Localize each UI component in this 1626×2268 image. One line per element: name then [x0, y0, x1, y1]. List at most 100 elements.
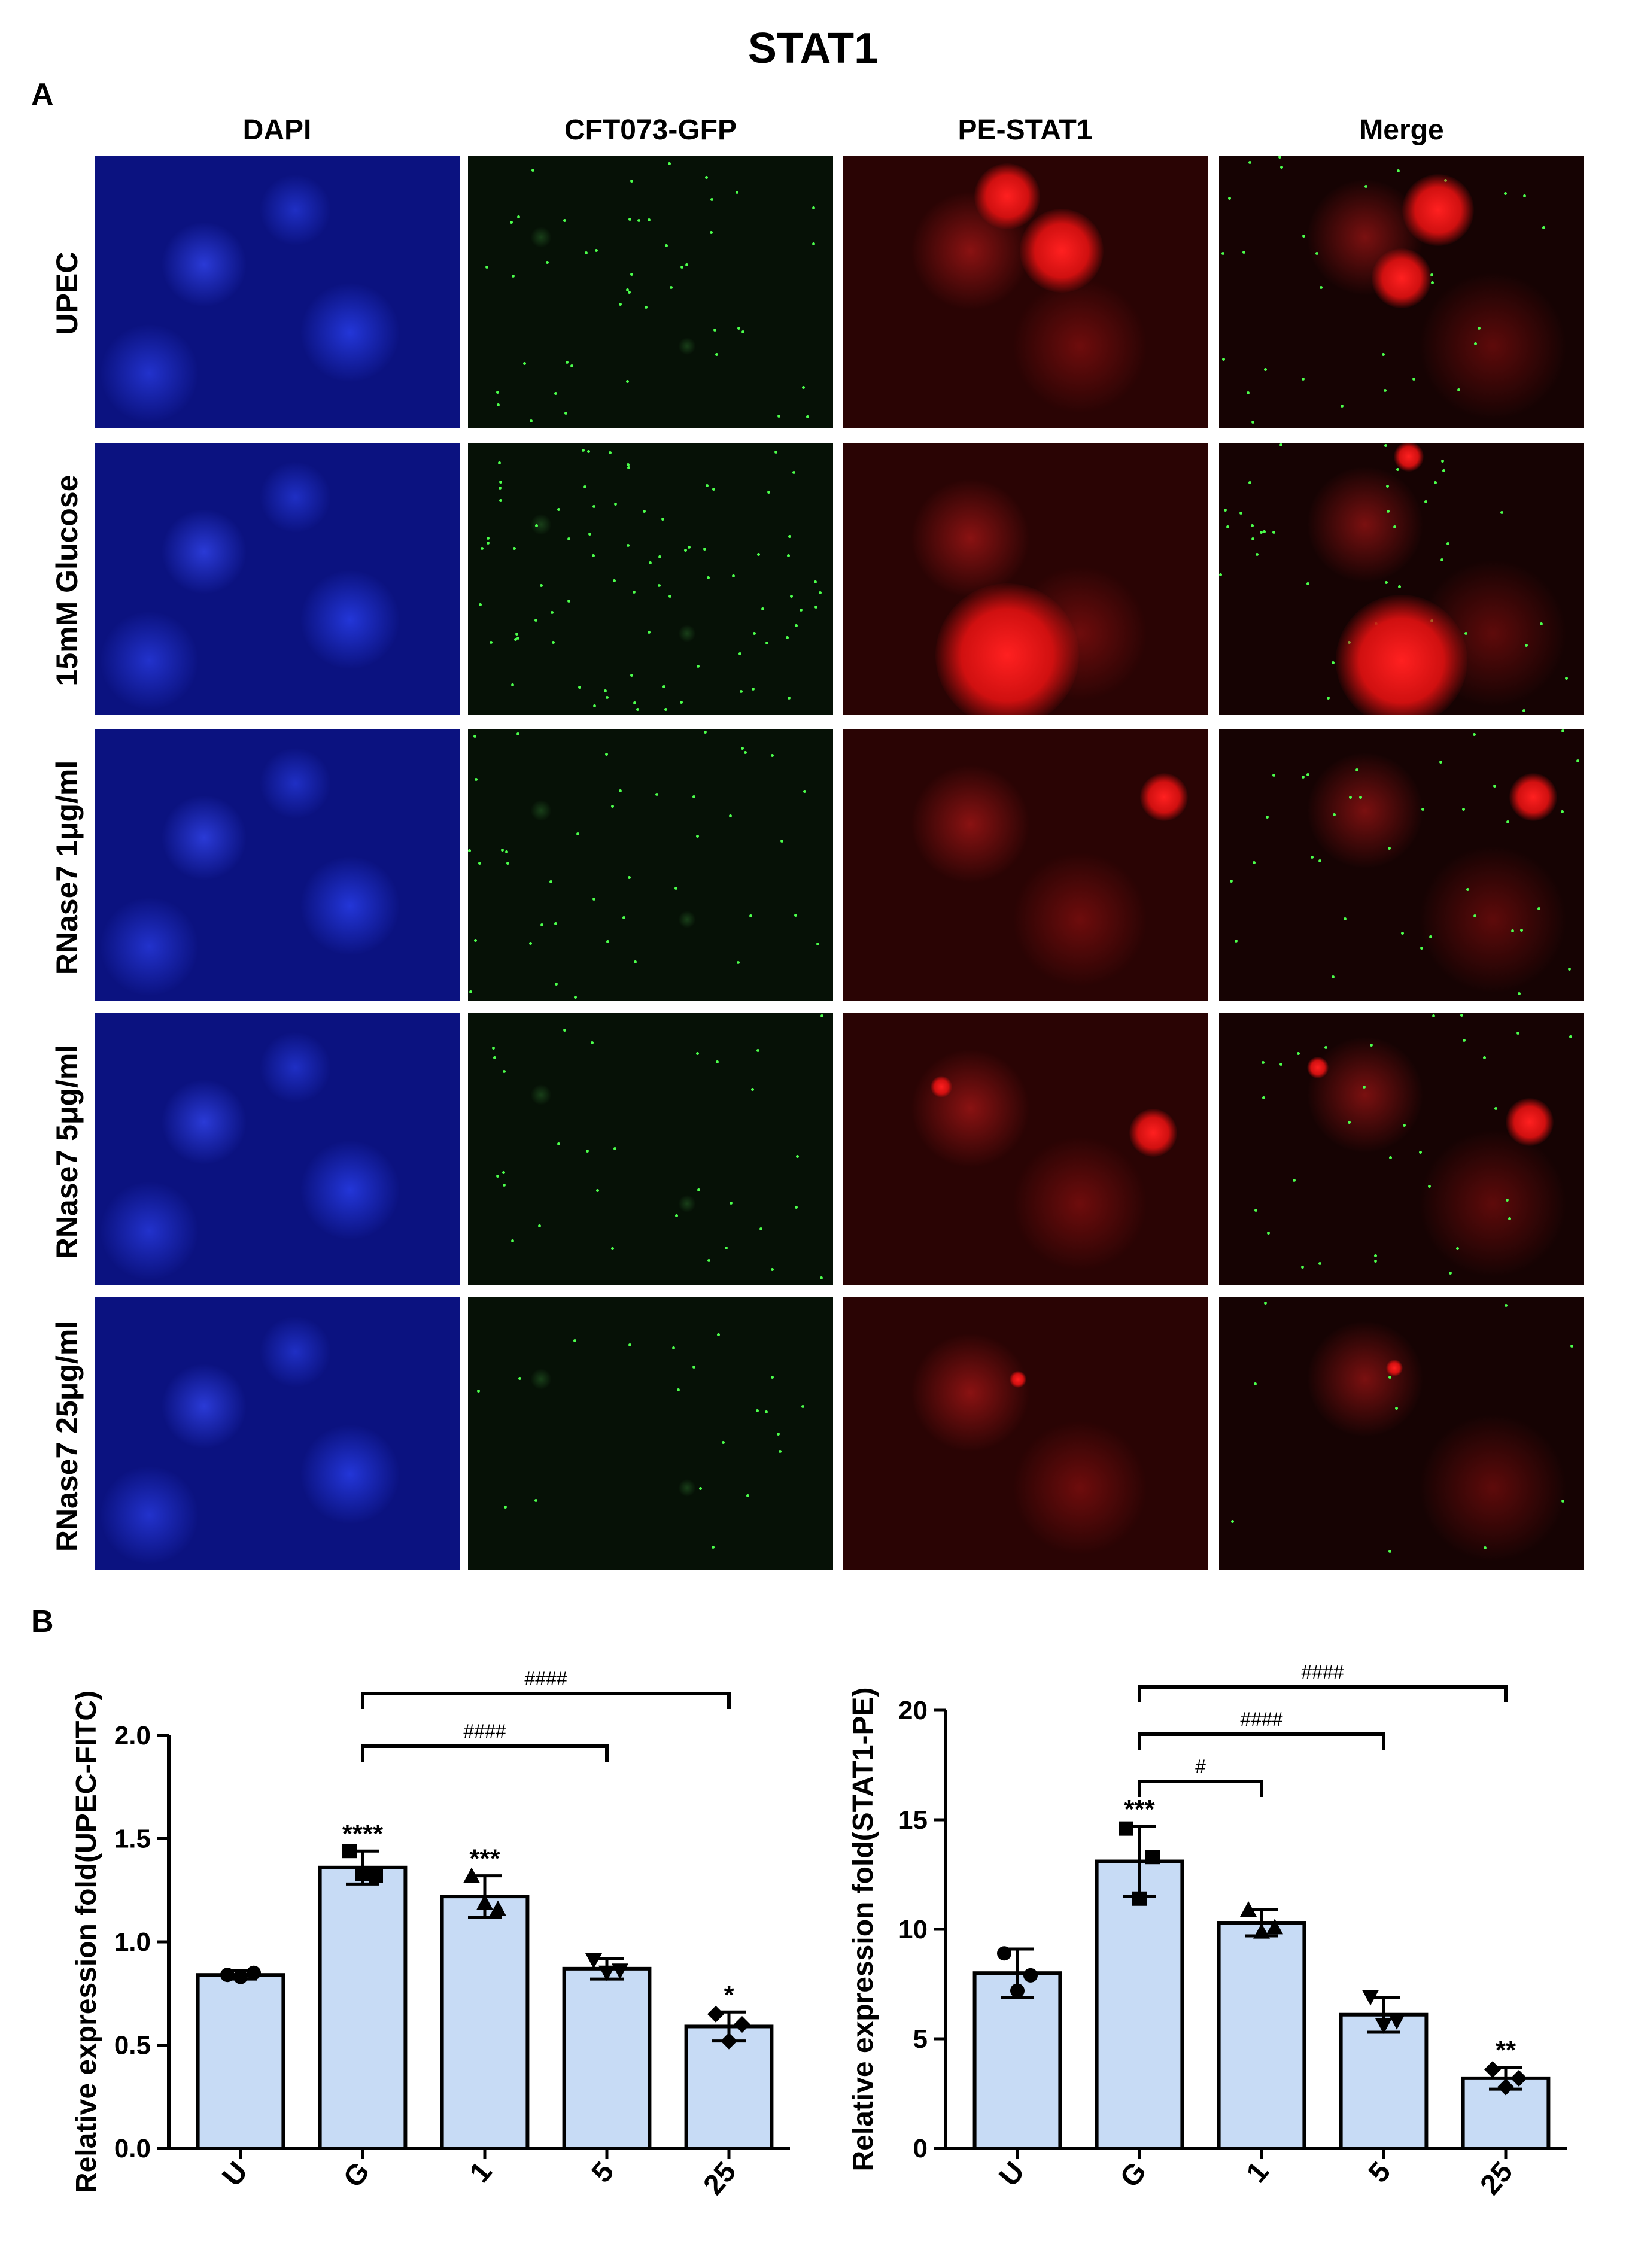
gfp-bacterium-dot	[1263, 530, 1266, 533]
gfp-bacterium-dot	[725, 1246, 728, 1249]
gfp-bacterium-dot	[794, 913, 798, 917]
gfp-bacterium-dot	[680, 265, 683, 269]
gfp-bacterium-dot	[619, 302, 622, 306]
gfp-bacterium-dot	[703, 547, 706, 551]
gfp-bacterium-dot	[749, 914, 752, 917]
micrograph-glucose-pe-stat1	[843, 443, 1208, 715]
gfp-bacterium-dot	[1383, 388, 1387, 392]
gfp-bacterium-dot	[680, 701, 683, 704]
bar-5	[562, 1966, 652, 2150]
gfp-bacterium-dot	[534, 618, 537, 622]
panel-a-label: A	[31, 77, 54, 112]
gfp-bacterium-dot	[788, 534, 791, 538]
gfp-bacterium-dot	[1500, 511, 1504, 515]
data-point	[1132, 1891, 1147, 1906]
gfp-bacterium-dot	[1251, 420, 1254, 424]
gfp-bacterium-dot	[513, 637, 517, 641]
gfp-bacterium-dot	[1297, 1052, 1300, 1056]
gfp-bacterium-dot	[1517, 992, 1521, 996]
gfp-bacterium-dot	[737, 327, 740, 330]
gfp-bacterium-dot	[1231, 1520, 1235, 1524]
gfp-bacterium-dot	[502, 1183, 506, 1187]
gfp-bacterium-dot	[567, 537, 571, 540]
y-tick-label: 5	[913, 2024, 928, 2054]
micrograph-rnase7-1-pe-stat1	[843, 729, 1208, 1001]
gfp-bacterium-dot	[813, 580, 817, 583]
significance-bracket	[361, 1692, 731, 1709]
gfp-bacterium-dot	[502, 1171, 506, 1174]
gfp-bacterium-dot	[677, 1388, 680, 1391]
micrograph-glucose-merge	[1219, 443, 1584, 715]
gfp-bacterium-dot	[625, 288, 629, 291]
gfp-bacterium-dot	[1508, 1217, 1511, 1221]
gfp-bacterium-dot	[668, 594, 671, 598]
gfp-bacterium-dot	[1318, 1261, 1321, 1265]
gfp-bacterium-dot	[1397, 169, 1400, 173]
gfp-bacterium-dot	[710, 230, 713, 234]
gfp-bacterium-dot	[1373, 1259, 1377, 1263]
significance-bracket	[1138, 1685, 1508, 1702]
gfp-bacterium-dot	[751, 687, 755, 691]
gfp-bacterium-dot	[707, 1258, 710, 1262]
row-label-rnase7-5: RNase7 5μg/ml	[50, 1044, 84, 1260]
gfp-bacterium-dot	[516, 636, 519, 640]
gfp-bacterium-dot	[505, 850, 509, 853]
micrograph-upec-gfp	[468, 156, 833, 428]
gfp-bacterium-dot	[737, 961, 740, 965]
gfp-bacterium-dot	[606, 695, 609, 699]
gfp-bacterium-dot	[491, 1046, 495, 1050]
gfp-bacterium-dot	[592, 704, 596, 707]
gfp-bacterium-dot	[803, 790, 807, 794]
gfp-bacterium-dot	[1429, 935, 1432, 938]
gfp-bacterium-dot	[1473, 914, 1476, 917]
gfp-bacterium-dot	[511, 274, 515, 278]
gfp-bacterium-dot	[592, 504, 595, 508]
gfp-bacterium-dot	[1226, 525, 1229, 529]
stat1-signal-blob	[1402, 174, 1474, 246]
gfp-bacterium-dot	[540, 923, 544, 927]
gfp-bacterium-dot	[816, 943, 819, 946]
gfp-bacterium-dot	[774, 450, 778, 454]
gfp-bacterium-dot	[1503, 192, 1507, 196]
gfp-bacterium-dot	[697, 664, 700, 668]
gfp-bacterium-dot	[1306, 582, 1310, 586]
gfp-bacterium-dot	[1266, 816, 1269, 819]
gfp-bacterium-dot	[630, 180, 634, 183]
gfp-bacterium-dot	[1519, 928, 1523, 932]
micrograph-rnase7-1-merge	[1219, 729, 1584, 1001]
y-tick-label: 15	[898, 1805, 928, 1835]
gfp-bacterium-dot	[535, 524, 539, 527]
gfp-bacterium-dot	[1522, 709, 1525, 712]
gfp-bacterium-dot	[632, 591, 636, 594]
gfp-bacterium-dot	[794, 624, 798, 628]
gfp-bacterium-dot	[583, 485, 587, 489]
data-point	[1240, 1901, 1257, 1917]
gfp-bacterium-dot	[590, 1041, 594, 1044]
gfp-bacterium-dot	[729, 814, 733, 818]
gfp-bacterium-dot	[1412, 378, 1416, 381]
gfp-bacterium-dot	[647, 631, 651, 634]
gfp-bacterium-dot	[633, 701, 636, 705]
gfp-bacterium-dot	[1256, 553, 1259, 557]
gfp-bacterium-dot	[642, 510, 646, 513]
x-tick-label: 25	[698, 2156, 743, 2201]
gfp-bacterium-dot	[1272, 773, 1276, 777]
gfp-bacterium-dot	[777, 414, 780, 418]
gfp-bacterium-dot	[1358, 795, 1362, 799]
column-header-gfp: CFT073-GFP	[564, 114, 737, 146]
gfp-bacterium-dot	[764, 1410, 768, 1413]
gfp-bacterium-dot	[604, 753, 608, 756]
gfp-bacterium-dot	[1494, 1106, 1497, 1110]
gfp-bacterium-dot	[554, 983, 558, 986]
micrograph-glucose-dapi	[95, 443, 460, 715]
bracket-label: ####	[1240, 1708, 1282, 1730]
micrograph-glucose-gfp	[468, 443, 833, 715]
gfp-bacterium-dot	[713, 329, 716, 332]
gfp-bacterium-dot	[661, 517, 665, 521]
gfp-bacterium-dot	[595, 1189, 599, 1193]
gfp-bacterium-dot	[1433, 481, 1437, 485]
x-tick-label: U	[993, 2156, 1031, 2193]
gfp-bacterium-dot	[1279, 1063, 1282, 1066]
gfp-bacterium-dot	[731, 574, 735, 577]
